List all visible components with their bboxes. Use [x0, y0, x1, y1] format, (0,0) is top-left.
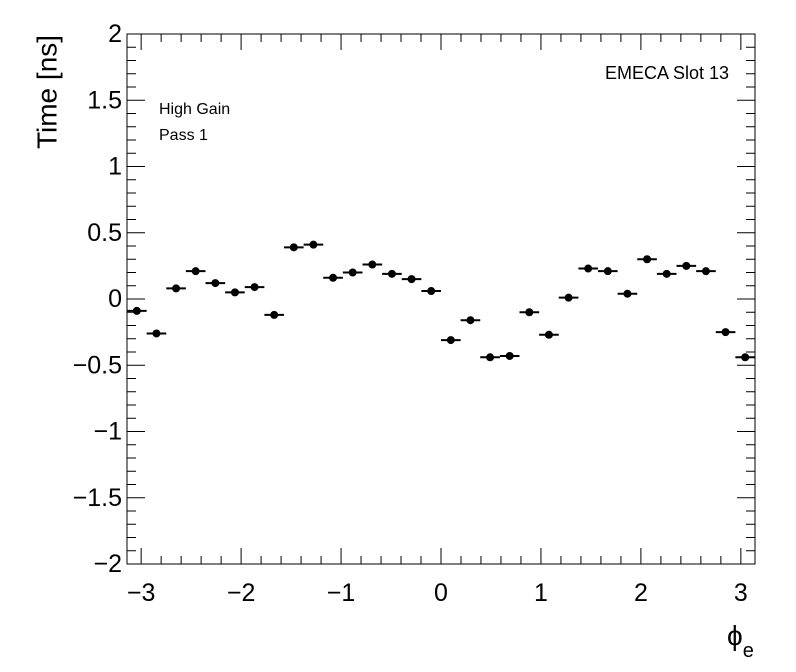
data-point [342, 268, 363, 277]
point-marker [466, 316, 475, 325]
point-marker [544, 330, 553, 339]
y-axis-tick-labels: −2 −1.5 −1 −0.5 0 0.5 1 1.5 2 [73, 20, 122, 578]
annotation-pass: Pass 1 [159, 127, 208, 144]
y-tick-label: 0 [108, 285, 122, 313]
data-point [460, 316, 481, 325]
data-point [480, 353, 500, 362]
point-marker [211, 279, 220, 288]
x-tick-label: 1 [534, 579, 548, 607]
x-axis-title-symbol: ϕ [727, 620, 743, 651]
y-axis-title: Time [ns] [32, 35, 63, 149]
y-tick-label: 2 [108, 20, 122, 48]
data-point [735, 353, 755, 362]
point-marker [741, 353, 750, 362]
data-point [539, 330, 559, 339]
point-marker [348, 268, 357, 277]
point-marker [427, 287, 436, 296]
point-marker [486, 353, 495, 362]
point-marker [230, 288, 239, 297]
x-axis-title: ϕe [727, 620, 754, 662]
data-point [205, 279, 226, 288]
data-point [185, 267, 206, 276]
point-marker [643, 255, 652, 264]
data-point [676, 261, 697, 270]
data-point [323, 273, 343, 282]
point-marker [446, 336, 455, 345]
point-marker [407, 275, 416, 284]
point-marker [329, 273, 338, 282]
point-marker [623, 289, 632, 298]
x-tick-label: 0 [434, 579, 448, 607]
data-point [441, 336, 461, 345]
point-marker [603, 267, 612, 276]
data-point [225, 288, 245, 297]
point-marker [525, 308, 534, 317]
point-marker [172, 284, 181, 293]
y-tick-label: −0.5 [73, 351, 122, 379]
y-tick-label: −1.5 [73, 484, 122, 512]
point-marker [721, 328, 730, 337]
point-marker [662, 269, 671, 278]
y-tick-label: 1 [108, 153, 122, 181]
data-point [166, 284, 186, 293]
x-tick-label: 3 [734, 579, 748, 607]
point-marker [250, 283, 259, 292]
data-point [303, 240, 324, 249]
data-point [146, 329, 167, 338]
x-tick-label: 2 [634, 579, 648, 607]
x-axis-title-subscript: e [743, 640, 754, 662]
data-point [244, 283, 265, 292]
point-marker [505, 351, 514, 360]
point-marker [387, 269, 396, 278]
x-tick-label: −1 [327, 579, 356, 607]
data-point [499, 351, 520, 360]
point-marker [132, 306, 141, 315]
x-tick-label: −3 [127, 579, 156, 607]
point-marker [682, 261, 691, 270]
data-point [382, 269, 402, 278]
data-point [578, 264, 598, 273]
data-points [127, 240, 755, 362]
data-point [284, 243, 304, 252]
y-tick-label: 0.5 [87, 219, 122, 247]
annotation-slot: EMECA Slot 13 [605, 63, 729, 83]
data-point [696, 267, 716, 276]
data-point [519, 308, 540, 317]
y-tick-label: −2 [93, 550, 122, 578]
data-point [127, 306, 147, 315]
y-tick-label: −1 [93, 418, 122, 446]
data-point [598, 267, 618, 276]
y-axis-ticks [127, 33, 755, 565]
x-axis-ticks [140, 34, 742, 564]
annotation-gain: High Gain [159, 101, 230, 118]
data-point [637, 255, 657, 264]
data-point [617, 289, 638, 298]
data-point [656, 269, 677, 278]
point-marker [564, 293, 573, 302]
point-marker [701, 267, 710, 276]
data-point [401, 275, 422, 284]
data-point [715, 328, 736, 337]
point-marker [270, 310, 279, 319]
point-marker [584, 264, 593, 273]
data-point [362, 260, 383, 269]
data-point [421, 287, 441, 296]
point-marker [152, 329, 161, 338]
point-marker [191, 267, 200, 276]
data-point [558, 293, 579, 302]
point-marker [368, 260, 377, 269]
x-tick-label: −2 [227, 579, 256, 607]
point-marker [289, 243, 298, 252]
x-axis-tick-labels: −3 −2 −1 0 1 2 3 [127, 579, 748, 607]
data-point [264, 310, 284, 319]
point-marker [309, 240, 318, 249]
y-tick-label: 1.5 [87, 86, 122, 114]
